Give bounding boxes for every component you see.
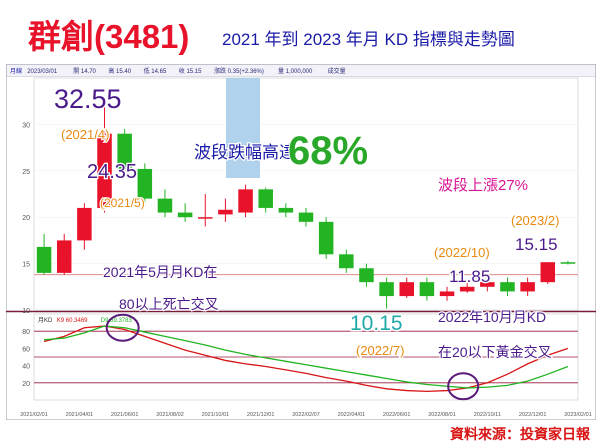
candle-body [459, 286, 475, 292]
low-value: 10.15 [350, 312, 403, 335]
kd-line-k9 [43, 325, 569, 393]
candle-body [258, 189, 273, 208]
candle-body [359, 268, 374, 283]
price-tick: 20 [22, 215, 30, 222]
data-source: 資料來源：投資家日報 [450, 426, 590, 442]
golden-cross-text: 2022年10月月KD [438, 309, 546, 325]
x-tick: 2021/06/01 [111, 412, 139, 418]
candle-body [500, 282, 515, 292]
x-tick: 2021/10/01 [202, 412, 230, 418]
candle-body [560, 262, 576, 264]
candle-body [56, 240, 72, 273]
candle-body [238, 189, 253, 213]
oct-value: 11.85 [449, 267, 490, 286]
drop-percent: 68% [288, 129, 368, 173]
death-cross-text: 2021年5月月KD在 [103, 264, 217, 280]
kd-legend-item: 月KD [38, 317, 53, 324]
low-date: (2022/7) [356, 343, 404, 358]
price-tick: 30 [22, 122, 30, 129]
info-bar-item: 2023/03/01 [27, 69, 58, 75]
info-bar-item: 低 14.65 [144, 67, 167, 75]
peak-date: (2021/4) [61, 127, 109, 142]
second-value: 24.35 [87, 161, 137, 183]
candle-body [137, 168, 153, 199]
candle-body [520, 282, 535, 292]
candle-body [218, 209, 233, 215]
candle-body [298, 212, 314, 222]
peak-value: 32.55 [54, 84, 122, 114]
price-tick: 10 [22, 308, 30, 315]
candle-body [480, 282, 495, 287]
candle-body [439, 291, 455, 297]
candle-body [318, 221, 334, 255]
golden-cross-marker [447, 372, 480, 401]
x-tick: 2022/06/01 [383, 412, 411, 418]
price-tick: 25 [22, 169, 30, 176]
info-bar-item: 月線 [10, 67, 22, 75]
kd-tick: 20 [22, 381, 30, 388]
highlight-box [226, 78, 260, 178]
candle-body [117, 133, 132, 169]
x-tick: 2022/02/07 [292, 412, 320, 418]
oct-date: (2022/10) [434, 245, 490, 260]
info-bar-item: 收 15.15 [179, 67, 202, 75]
candle-body [177, 212, 193, 218]
chart-header: 群創(3481) 2021 年到 2023 年月 KD 指標與走勢圖 [0, 0, 600, 62]
candle-body [97, 133, 112, 208]
x-tick: 2021/08/02 [156, 412, 184, 418]
x-tick: 2021/02/01 [20, 412, 48, 418]
x-tick: 2021/04/01 [66, 412, 94, 418]
candle-body [278, 207, 294, 213]
candle-body [540, 262, 556, 283]
candle-body [339, 254, 354, 269]
kd-legend-item: K9 60.3469 [57, 318, 88, 324]
stock-chart: 月線 2023/03/01 開 14.70 高 15.40 低 14.65 收 15.15… [6, 64, 596, 420]
x-tick: 2022/10/11 [474, 412, 501, 418]
kd-line-d9 [44, 325, 569, 389]
x-tick: 2022/08/01 [428, 412, 456, 418]
kd-tick: 60 [22, 346, 30, 353]
chart-frame [6, 64, 596, 420]
golden-cross-text: 在20以下黃金交叉 [438, 344, 552, 360]
recent-value: 15.15 [515, 235, 558, 254]
kd-tick: 40 [22, 364, 30, 371]
death-cross-text: 80以上死亡交叉 [119, 296, 219, 312]
info-bar [6, 64, 596, 77]
kd-tick: 80 [22, 329, 30, 336]
info-bar-item: 高 15.40 [108, 67, 131, 75]
info-bar-item: 成交量 [328, 67, 346, 75]
chart-subtitle: 2021 年到 2023 年月 KD 指標與走勢圖 [222, 30, 515, 49]
kd-legend-item: D9 39.3783 [101, 318, 133, 324]
candle-body [399, 282, 414, 297]
info-bar-item: 開 14.70 [73, 68, 96, 75]
death-cross-marker [105, 313, 140, 342]
x-tick: 2023/02/01 [564, 412, 592, 418]
x-tick: 2022/12/01 [519, 412, 547, 418]
price-tick: 15 [22, 262, 30, 269]
info-bar-item: 漲跌 0.35(+2.36%) [214, 67, 264, 75]
candle-body [77, 207, 92, 241]
candle-body [36, 246, 52, 273]
rise-label: 波段上漲27% [438, 177, 528, 194]
x-tick: 2022/04/01 [338, 412, 366, 418]
drop-title: 波段跌幅高達 [194, 143, 296, 162]
candle-body [198, 217, 213, 219]
x-tick: 2021/12/01 [247, 412, 275, 418]
candle-body [379, 282, 394, 297]
info-bar-item: 量 1,000,000 [278, 68, 313, 75]
candle-body [157, 198, 173, 213]
recent-date: (2023/2) [511, 213, 559, 228]
second-date: (2021/5) [100, 196, 145, 210]
candle-body [419, 282, 435, 297]
stock-name: 群創(3481) [28, 18, 190, 55]
